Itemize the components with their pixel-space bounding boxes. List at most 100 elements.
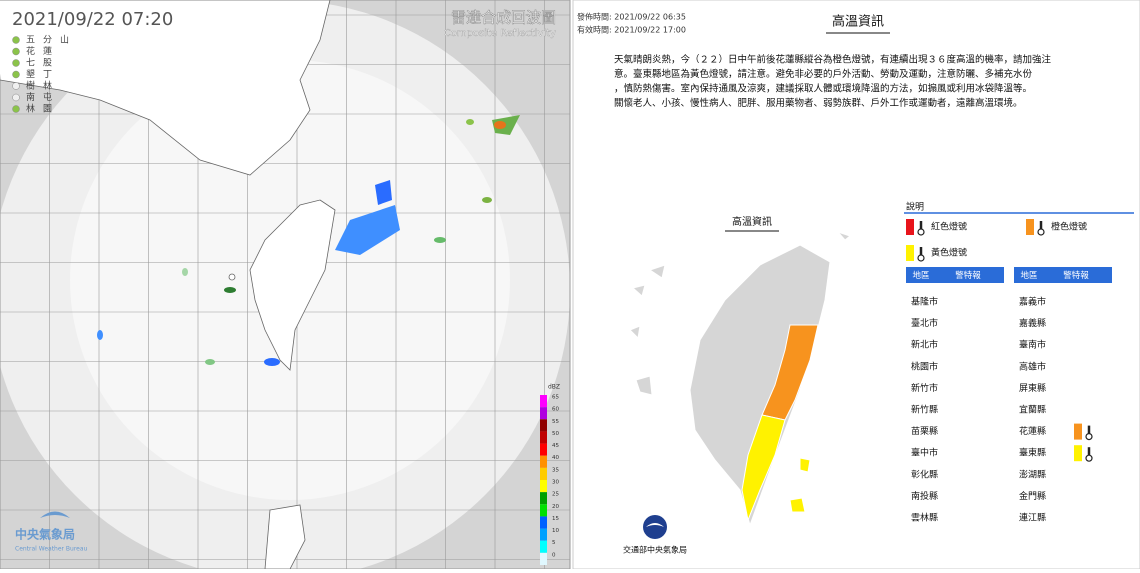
mainland-coast: [0, 0, 331, 176]
body-line: 天氣晴朗炎熱，今（２２）日中午前後花蓮縣縱谷為橙色燈號，有連續出現３６度高溫的機…: [614, 54, 1052, 66]
valid-time: 有效時間: 2021/09/22 17:00: [577, 25, 686, 35]
thermometer-bulb: [917, 254, 925, 262]
echo: [482, 197, 492, 203]
logo-text: 中央氣象局: [15, 527, 75, 542]
scale-swatch: [540, 540, 547, 553]
region-name: 臺北市: [911, 317, 938, 329]
green-island: [799, 457, 811, 473]
station-dot: [12, 105, 20, 113]
scale-label: 5: [552, 540, 556, 546]
scale-label: 50: [552, 431, 559, 437]
station-name: 南屯: [26, 91, 60, 103]
region-name: 新竹縣: [911, 404, 938, 416]
legend-label: 黃色燈號: [931, 247, 967, 259]
scale-label: 60: [552, 407, 559, 413]
logo-icon: [40, 511, 70, 518]
station-name: 五分山: [26, 35, 77, 46]
body-line: 關懷老人、小孩、慢性病人、肥胖、服用藥物者、弱勢族群、戶外工作或運動者，遠離高溫…: [614, 97, 1023, 109]
scale-label: 10: [552, 528, 559, 534]
region-name: 宜蘭縣: [1019, 404, 1046, 416]
footer-text: 交通部中央氣象局: [623, 545, 687, 555]
header-cell: 地區: [912, 270, 929, 281]
body-line: ，慎防熱傷害。室內保持通風及涼爽，建議採取人體或環境降溫的方法，如搧風或利用冰袋…: [614, 83, 1032, 95]
scale-label: 0: [552, 552, 556, 558]
scale-label: 20: [552, 504, 559, 510]
station-name: 花蓮: [26, 45, 60, 57]
scale-label: 15: [552, 516, 559, 522]
orchid-island: [789, 497, 806, 513]
echo: [264, 358, 280, 366]
station-name: 樹林: [26, 80, 60, 92]
region-name: 桃園市: [911, 360, 938, 372]
scale-swatch: [540, 407, 547, 420]
scale-label: 55: [552, 419, 559, 425]
radar-title: 雷達合成回波圖: [451, 9, 556, 27]
luzon-coast: [264, 504, 306, 570]
advisory-body: 天氣晴朗炎熱，今（２２）日中午前後花蓮縣縱谷為橙色燈號，有連續出現３６度高溫的機…: [614, 54, 1052, 110]
warning-swatch: [1074, 423, 1082, 440]
station-name: 墾丁: [26, 68, 60, 80]
scale-swatch: [540, 516, 547, 529]
scale-label: 45: [552, 443, 559, 449]
region-name: 金門縣: [1019, 490, 1046, 502]
echo: [205, 359, 215, 365]
region-name: 彰化縣: [911, 468, 938, 480]
logo: 中央氣象局 Central Weather Bureau: [15, 511, 88, 553]
scale-swatch: [540, 504, 547, 517]
station-dot: [12, 93, 20, 102]
scale-label: 65: [552, 395, 559, 401]
penghu: [228, 273, 236, 281]
island: [648, 264, 666, 279]
thermometer-bulb: [917, 228, 925, 236]
body-line: 意。臺東縣地區為黃色燈號，請注意。避免非必要的戶外活動、勞動及運動，注意防曬、多…: [614, 68, 1033, 80]
island: [836, 230, 852, 241]
echo: [97, 330, 103, 340]
radar-subtitle: Composite Reflectivity: [444, 28, 556, 39]
region-name: 嘉義縣: [1019, 317, 1046, 329]
scale-label: 40: [552, 455, 559, 461]
scale-swatch: [540, 467, 547, 480]
legend-label: 紅色燈號: [931, 221, 967, 233]
logo-text-en: Central Weather Bureau: [15, 546, 88, 553]
advisory-title: 高溫資訊: [832, 14, 884, 30]
echo: [335, 205, 400, 255]
penghu-map: [635, 375, 653, 396]
legend-label: 橙色燈號: [1051, 221, 1087, 233]
region-name: 南投縣: [911, 490, 938, 502]
scale-swatch: [540, 455, 547, 468]
legend-title: 說明: [906, 201, 924, 213]
echo: [434, 237, 446, 243]
scale-swatch: [540, 443, 547, 456]
echo: [224, 287, 236, 293]
warning-swatch: [906, 245, 914, 261]
footer-logo: 交通部中央氣象局: [623, 515, 687, 555]
scale-swatch: [540, 528, 547, 541]
region-name: 苗栗縣: [911, 426, 938, 437]
echo: [182, 268, 188, 276]
warning-swatch: [906, 219, 914, 235]
map-label: 高溫資訊: [732, 215, 772, 228]
echo: [466, 119, 474, 125]
scale-swatch: [540, 552, 547, 565]
thermometer-bulb: [1085, 454, 1093, 462]
thermometer-bulb: [1037, 228, 1045, 236]
scale-swatch: [540, 480, 547, 493]
echo: [494, 121, 506, 129]
warning-swatch: [1074, 445, 1082, 462]
cwb-logo-mark: [646, 523, 664, 527]
station-name: 林園: [26, 103, 60, 115]
taiwan-outline: [249, 199, 336, 371]
station-dot: [12, 82, 20, 90]
region-name: 高雄市: [1019, 360, 1046, 372]
header-cell: 警特報: [955, 270, 981, 281]
region-name: 雲林縣: [911, 512, 938, 524]
region-name: 屏東縣: [1019, 382, 1046, 394]
region-name: 新北市: [911, 339, 938, 351]
region-name: 澎湖縣: [1019, 468, 1046, 480]
scale-label: 30: [552, 480, 559, 486]
station-dot: [12, 59, 20, 67]
